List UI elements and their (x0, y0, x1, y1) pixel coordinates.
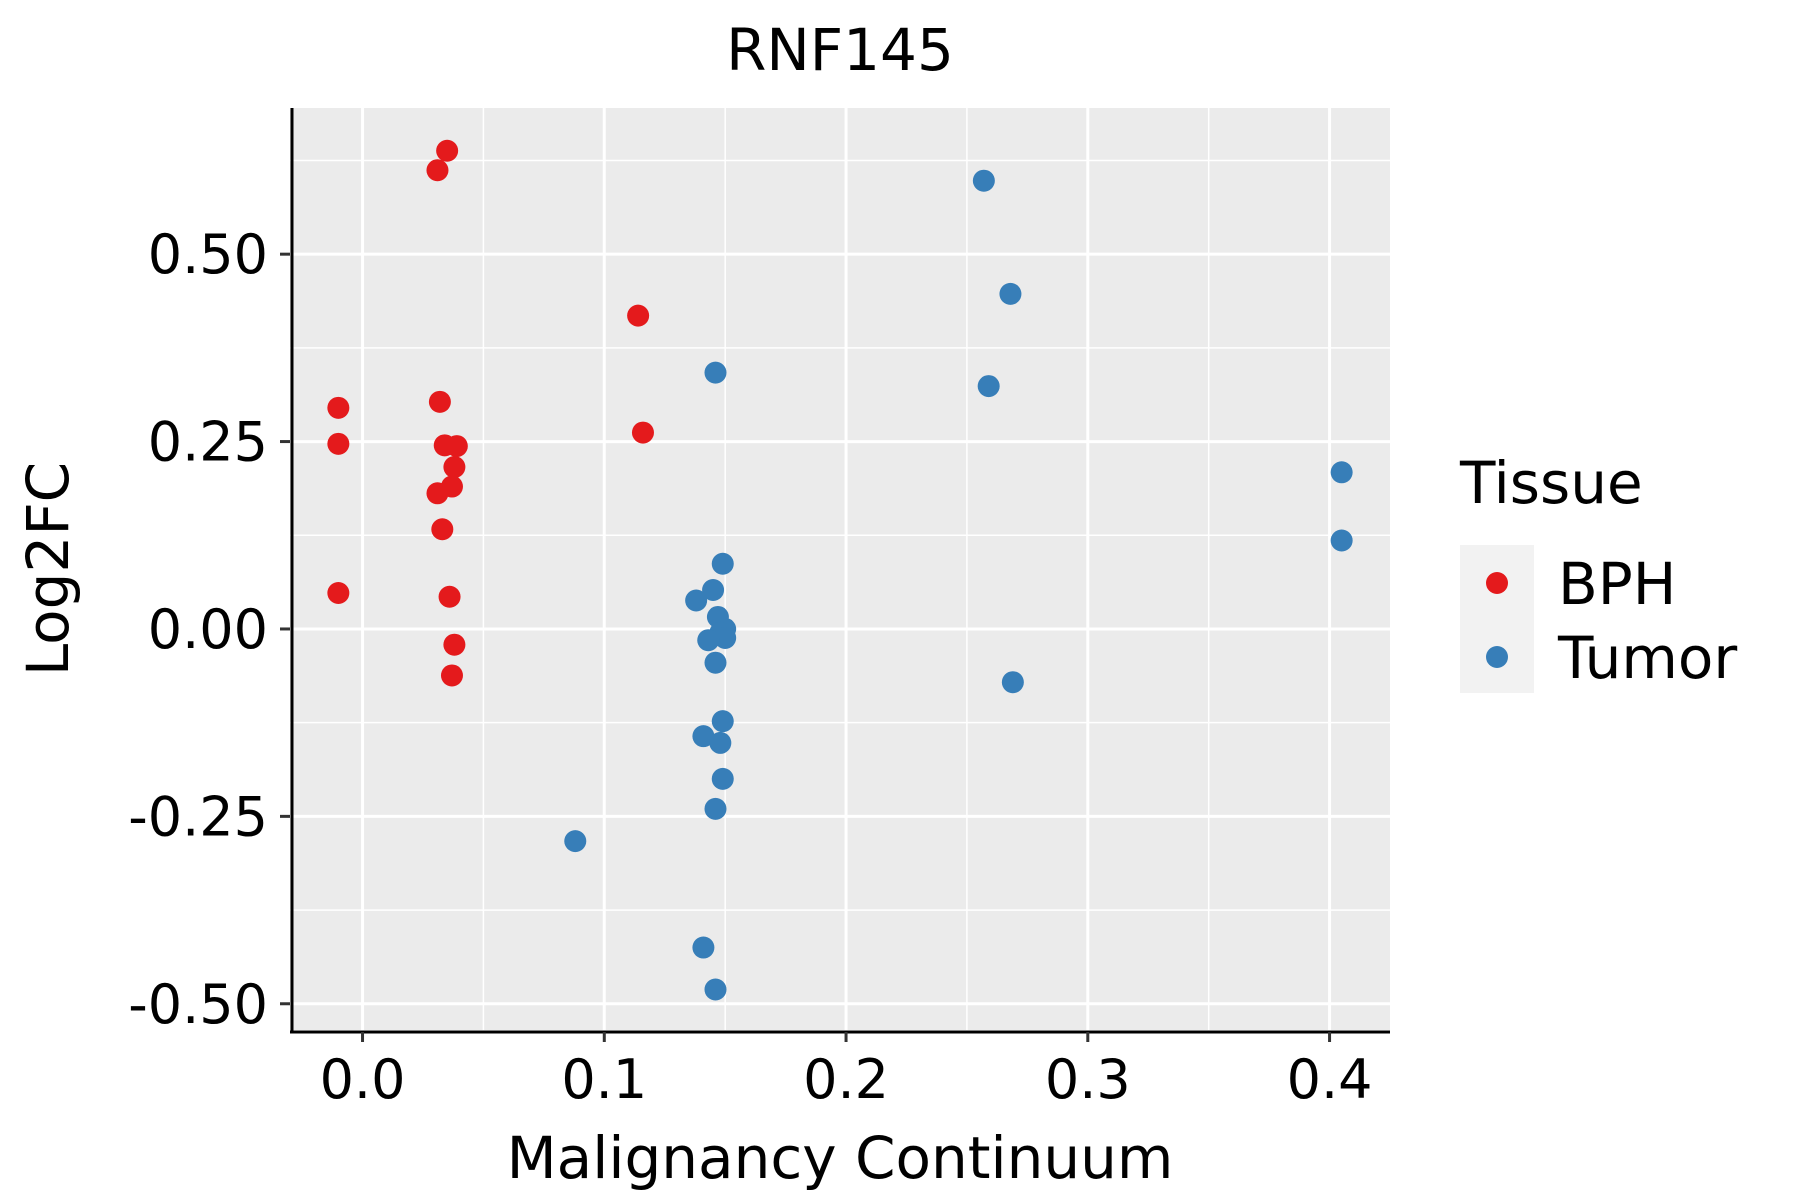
legend-key-background (1460, 545, 1534, 693)
y-tick-label: -0.50 (128, 973, 268, 1036)
plot-panel (290, 108, 1390, 1030)
data-point-bph (426, 159, 449, 182)
data-point-bph (327, 432, 350, 455)
y-tick-label: 0.50 (148, 223, 268, 286)
data-points (327, 139, 1353, 1001)
data-point-bph (438, 585, 461, 608)
data-point-tumor (564, 830, 587, 853)
legend-key-tumor (1486, 646, 1508, 668)
legend-label-bph: BPH (1558, 550, 1676, 618)
data-point-tumor (697, 629, 720, 652)
data-point-tumor (1330, 461, 1353, 484)
data-point-tumor (711, 767, 734, 790)
data-point-bph (445, 435, 468, 458)
data-point-tumor (692, 936, 715, 959)
data-point-tumor (1330, 529, 1353, 552)
data-point-bph (428, 390, 451, 413)
data-point-tumor (977, 375, 1000, 398)
data-point-tumor (711, 710, 734, 733)
data-point-tumor (714, 626, 737, 649)
data-point-tumor (685, 589, 708, 612)
x-axis-label: Malignancy Continuum (507, 1124, 1174, 1192)
legend-key-bph (1486, 572, 1508, 594)
data-point-tumor (704, 361, 727, 384)
data-point-tumor (1001, 671, 1024, 694)
data-point-tumor (704, 651, 727, 674)
data-point-bph (327, 396, 350, 419)
data-point-bph (440, 664, 463, 687)
legend-label-tumor: Tumor (1557, 624, 1737, 692)
data-point-bph (443, 633, 466, 656)
y-tick-label: 0.00 (148, 598, 268, 661)
data-point-bph (431, 518, 454, 541)
data-point-tumor (709, 731, 732, 754)
x-tick-label: 0.4 (1287, 1048, 1373, 1111)
data-point-bph (327, 581, 350, 604)
data-point-tumor (704, 797, 727, 820)
data-point-bph (627, 304, 650, 327)
data-point-tumor (972, 169, 995, 192)
x-tick-label: 0.2 (803, 1048, 889, 1111)
x-tick-label: 0.1 (561, 1048, 647, 1111)
data-point-tumor (999, 282, 1022, 305)
y-axis-label: Log2FC (14, 462, 82, 676)
data-point-bph (631, 421, 654, 444)
data-point-bph (436, 139, 459, 162)
data-point-bph (443, 456, 466, 479)
x-tick-label: 0.3 (1045, 1048, 1131, 1111)
data-point-tumor (692, 725, 715, 748)
data-point-tumor (704, 978, 727, 1001)
y-tick-label: -0.25 (128, 785, 268, 848)
y-tick-label: 0.25 (148, 411, 268, 474)
legend-title: Tissue (1459, 449, 1643, 517)
data-point-tumor (711, 552, 734, 575)
x-tick-label: 0.0 (320, 1048, 406, 1111)
data-point-bph (426, 482, 449, 505)
data-point-tumor (702, 578, 725, 601)
chart-title: RNF145 (726, 16, 954, 84)
grid-lines (290, 108, 1390, 1030)
axis-ticks: 0.0 0.1 0.2 0.3 0.4 -0.50 -0.25 0.00 0.25 0.50 (128, 223, 1372, 1111)
